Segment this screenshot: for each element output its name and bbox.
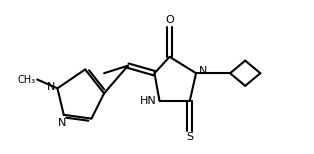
Text: S: S (186, 132, 193, 142)
Text: N: N (58, 118, 67, 128)
Text: CH₃: CH₃ (17, 75, 35, 85)
Text: HN: HN (140, 96, 157, 106)
Text: N: N (199, 66, 208, 76)
Text: O: O (165, 15, 174, 25)
Text: N: N (47, 82, 56, 92)
